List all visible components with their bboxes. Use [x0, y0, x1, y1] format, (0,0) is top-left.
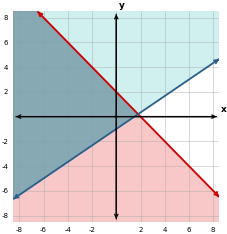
Text: x: x	[220, 105, 226, 113]
Polygon shape	[13, 11, 218, 222]
Polygon shape	[13, 11, 218, 199]
Text: y: y	[118, 1, 124, 10]
Polygon shape	[13, 11, 137, 199]
